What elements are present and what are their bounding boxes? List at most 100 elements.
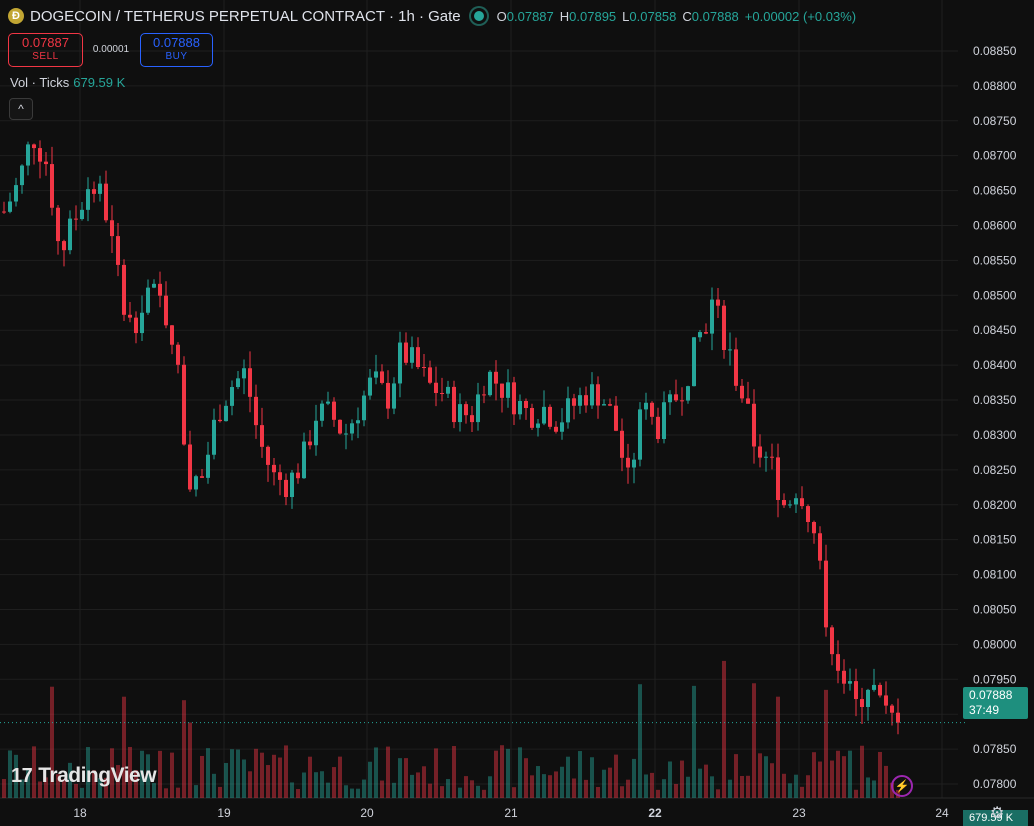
volume-bar: [50, 686, 54, 798]
candle: [554, 426, 558, 432]
volume-bar: [818, 761, 822, 798]
volume-bar: [134, 770, 138, 798]
candle: [698, 332, 702, 338]
candle: [662, 402, 666, 440]
candle: [356, 420, 360, 424]
volume-bar: [530, 775, 534, 798]
candle: [764, 456, 768, 458]
candle: [68, 218, 72, 251]
candle: [134, 317, 138, 334]
candle: [758, 446, 762, 458]
volume-bar: [650, 772, 654, 798]
candle: [596, 384, 600, 406]
volume-bar: [692, 685, 696, 798]
candle: [98, 183, 102, 194]
candle: [608, 404, 612, 406]
volume-bar: [200, 755, 204, 798]
candle: [650, 402, 654, 417]
candle: [194, 476, 198, 490]
volume-bar: [74, 783, 78, 798]
sell-button[interactable]: 0.07887 SELL: [8, 33, 83, 67]
volume-bar: [488, 776, 492, 798]
lightning-icon[interactable]: ⚡: [891, 775, 913, 797]
volume-bar: [404, 758, 408, 798]
candle: [632, 459, 636, 468]
candle: [668, 394, 672, 403]
volume-bar: [146, 754, 150, 798]
y-tick-label: 0.08100: [973, 568, 1017, 582]
volume-bar: [626, 779, 630, 798]
y-tick-label: 0.08750: [973, 114, 1017, 128]
candle: [284, 479, 288, 498]
volume-bar: [128, 746, 132, 798]
volume-bar: [500, 745, 504, 798]
symbol-title[interactable]: DOGECOIN / TETHERUS PERPETUAL CONTRACT ·…: [30, 7, 461, 25]
candle: [302, 441, 306, 479]
volume-bar: [158, 750, 162, 798]
candle: [362, 395, 366, 421]
candle: [614, 405, 618, 431]
volume-bar: [182, 700, 186, 798]
volume-legend[interactable]: Vol · Ticks 679.59 K: [10, 75, 126, 90]
volume-bar: [686, 776, 690, 798]
volume-bar: [848, 750, 852, 798]
volume-bar: [554, 771, 558, 798]
volume-bar: [254, 748, 258, 798]
candle: [788, 504, 792, 506]
volume-bar: [8, 750, 12, 798]
volume-bar: [596, 786, 600, 798]
x-tick-label: 23: [792, 806, 806, 820]
candle: [410, 347, 414, 363]
candle: [74, 218, 78, 220]
candle: [770, 456, 774, 458]
volume-bar: [620, 786, 624, 798]
candle: [896, 712, 900, 723]
collapse-icon[interactable]: ^: [9, 98, 33, 120]
candle: [680, 400, 684, 402]
candle: [242, 368, 246, 379]
candle: [80, 209, 84, 220]
candle: [350, 423, 354, 434]
volume-bar: [860, 745, 864, 798]
volume-bar: [188, 722, 192, 798]
candle: [50, 164, 54, 208]
candle: [590, 384, 594, 406]
volume-bar: [800, 786, 804, 798]
candle: [26, 144, 30, 166]
candle: [110, 220, 114, 237]
volume-bar: [44, 777, 48, 798]
x-tick-label: 20: [360, 806, 374, 820]
volume-bar: [398, 758, 402, 798]
settings-gear-icon[interactable]: ⚙: [990, 805, 1005, 822]
candle: [656, 416, 660, 440]
volume-bar: [152, 783, 156, 798]
candle: [188, 444, 192, 490]
candle: [464, 404, 468, 416]
buy-button[interactable]: 0.07888 BUY: [140, 33, 213, 67]
candle: [158, 283, 162, 296]
volume-value-label: 679.59 K: [963, 810, 1028, 826]
candle: [332, 401, 336, 420]
y-tick-label: 0.08700: [973, 149, 1017, 163]
volume-bar: [62, 779, 66, 798]
volume-bar: [608, 767, 612, 798]
dogecoin-icon: Ð: [8, 8, 24, 24]
x-tick-label: 18: [73, 806, 87, 820]
candle: [296, 472, 300, 479]
candle: [482, 394, 486, 396]
volume-bar: [590, 757, 594, 798]
y-tick-label: 0.08450: [973, 323, 1017, 337]
candle: [890, 705, 894, 713]
candle: [722, 305, 726, 350]
volume-bar: [116, 765, 120, 798]
market-status-icon[interactable]: [470, 8, 487, 24]
candle: [398, 342, 402, 384]
candle: [266, 446, 270, 465]
candle: [878, 684, 882, 696]
y-tick-label: 0.08350: [973, 393, 1017, 407]
candle: [176, 344, 180, 365]
candle: [254, 396, 258, 426]
volume-bar: [32, 746, 36, 798]
tradingview-logo[interactable]: 17 TradingView: [11, 764, 157, 787]
